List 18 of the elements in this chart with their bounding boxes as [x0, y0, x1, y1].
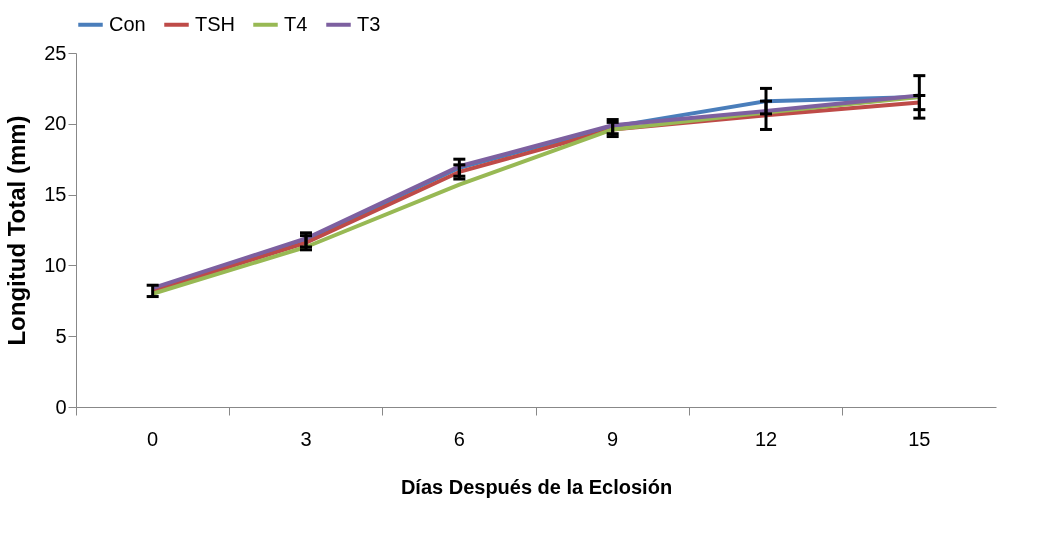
legend-label: Con [109, 12, 146, 35]
x-tick-label: 0 [147, 427, 159, 450]
x-tick-label: 12 [754, 427, 778, 450]
x-tick-label: 15 [908, 427, 931, 450]
x-axis-title: Días Después de la Eclosión [400, 475, 673, 498]
y-axis-title: Longitud Total (mm) [3, 115, 31, 346]
y-tick-label: 0 [55, 395, 67, 418]
y-tick-label: 10 [44, 253, 67, 276]
legend-label: T3 [357, 12, 381, 35]
y-tick-label: 5 [55, 324, 67, 347]
y-tick-label: 25 [44, 41, 67, 64]
x-tick-label: 6 [453, 427, 465, 450]
legend-label: TSH [195, 12, 235, 35]
x-tick-label: 9 [607, 427, 619, 450]
x-tick-label: 3 [300, 427, 312, 450]
y-tick-label: 20 [44, 112, 67, 135]
y-tick-label: 15 [44, 183, 67, 206]
legend-label: T4 [284, 12, 308, 35]
